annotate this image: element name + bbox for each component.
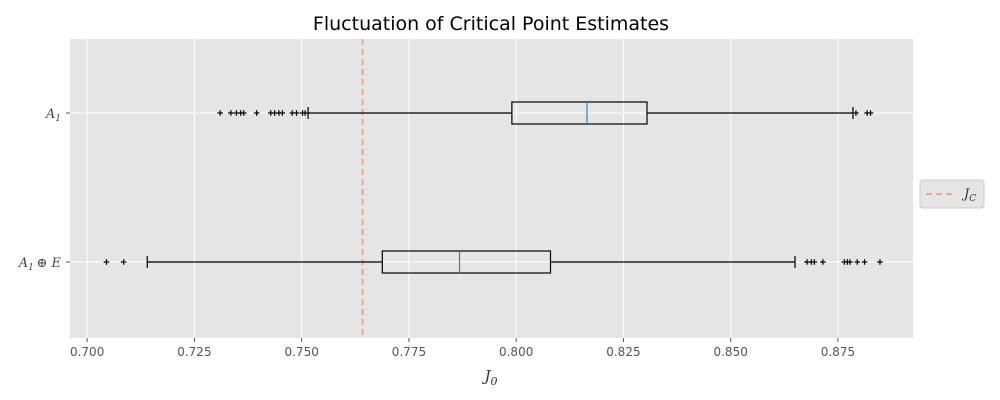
x-tick-label: 0.875 — [821, 345, 855, 359]
chart-title: Fluctuation of Critical Point Estimates — [313, 13, 669, 35]
x-tick-label: 0.725 — [177, 345, 211, 359]
y-category-label: A1 — [45, 107, 61, 124]
flier-point — [217, 110, 223, 116]
legend: JC — [919, 179, 985, 209]
flier-point — [811, 259, 818, 265]
box-group — [217, 101, 874, 125]
flier-point — [279, 110, 286, 116]
flier-point — [867, 110, 874, 116]
flier-point — [253, 110, 260, 116]
legend-label: JC — [961, 187, 976, 204]
flier-point — [302, 110, 308, 116]
flier-point — [847, 259, 853, 265]
x-tick-label: 0.700 — [70, 345, 104, 359]
flier-point — [820, 259, 826, 265]
box-group — [103, 250, 883, 274]
flier-point — [853, 110, 859, 116]
flier-point — [861, 259, 868, 265]
flier-point — [854, 259, 861, 265]
y-axis-categories: A1 A1 ⊕ E — [18, 107, 70, 273]
flier-point — [877, 259, 883, 265]
flier-point — [240, 110, 247, 116]
x-axis-label: J0 — [481, 367, 497, 388]
box-iqr — [381, 250, 552, 274]
x-tick-label: 0.750 — [284, 345, 318, 359]
boxes-layer — [103, 101, 883, 274]
flier-point — [120, 259, 127, 265]
plot-area — [70, 39, 913, 338]
y-category-label: A1 ⊕ E — [18, 256, 62, 273]
x-tick-label: 0.825 — [606, 345, 640, 359]
box-iqr — [511, 101, 648, 125]
x-tick-label: 0.775 — [392, 345, 426, 359]
flier-point — [103, 259, 110, 265]
flier-point — [228, 110, 234, 116]
flier-point — [293, 110, 300, 116]
x-axis-ticks: 0.700 0.725 0.750 0.775 0.800 0.825 0.850 0.875 — [70, 338, 855, 359]
x-tick-label: 0.850 — [713, 345, 747, 359]
x-tick-label: 0.800 — [499, 345, 533, 359]
